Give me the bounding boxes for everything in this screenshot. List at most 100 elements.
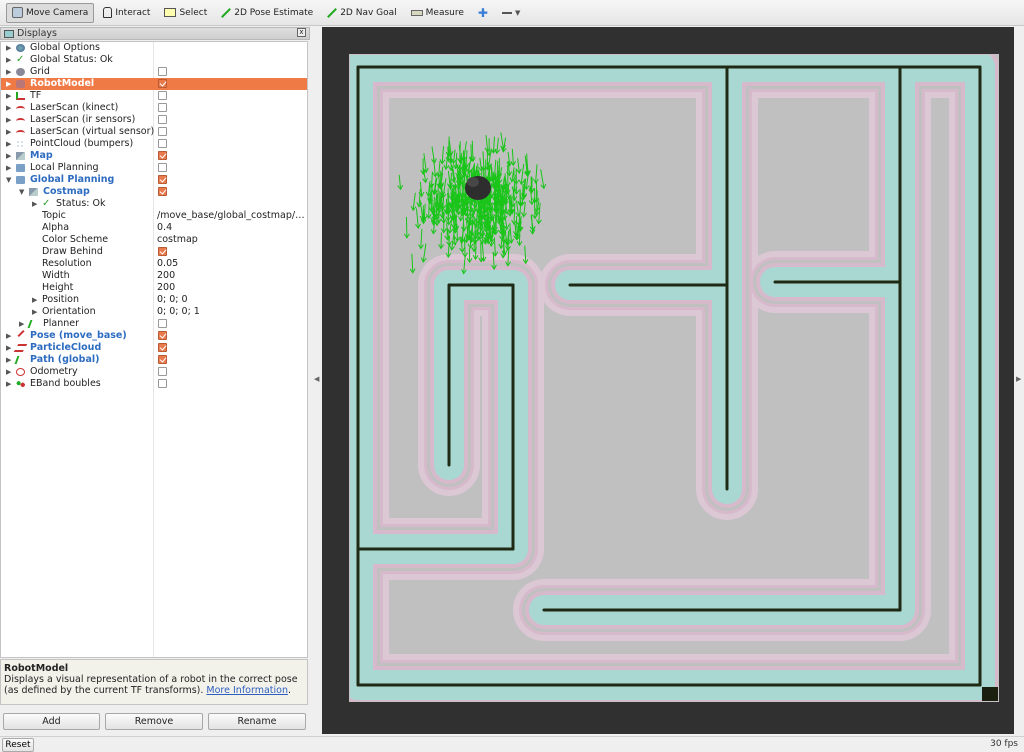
robot-model-label: RobotModel (30, 78, 95, 89)
property-position[interactable]: ▶ Position 0; 0; 0 (1, 294, 307, 306)
pointcloud-checkbox[interactable] (158, 139, 167, 148)
expand-arrow-icon[interactable]: ▶ (6, 128, 12, 136)
property-color-scheme[interactable]: Color Scheme costmap (1, 234, 307, 246)
tree-row-particle-cloud[interactable]: ▶ ParticleCloud (1, 342, 307, 354)
select-tool[interactable]: Select (159, 3, 212, 23)
tree-row-eband[interactable]: ▶ EBand boubles (1, 378, 307, 390)
expand-arrow-icon[interactable]: ▶ (6, 80, 12, 88)
collapse-arrow-icon[interactable]: ▼ (19, 188, 25, 196)
particle-arrow (403, 216, 410, 239)
rename-button[interactable]: Rename (208, 713, 306, 730)
particle-arrow (420, 158, 427, 176)
tree-row-costmap[interactable]: ▼ Costmap (1, 186, 307, 198)
expand-arrow-icon[interactable]: ▶ (6, 56, 12, 64)
expand-arrow-icon[interactable]: ▶ (6, 140, 12, 148)
tree-row-odometry[interactable]: ▶ Odometry (1, 366, 307, 378)
pose-move-base-checkbox[interactable] (158, 331, 167, 340)
expand-arrow-icon[interactable]: ▶ (6, 380, 12, 388)
planner-checkbox[interactable] (158, 319, 167, 328)
collapse-left-icon[interactable]: ◀ (314, 375, 320, 383)
path-global-checkbox[interactable] (158, 355, 167, 364)
reset-button[interactable]: Reset (2, 738, 34, 752)
eband-checkbox[interactable] (158, 379, 167, 388)
collapse-right-icon[interactable]: ▶ (1016, 375, 1022, 383)
expand-arrow-icon[interactable]: ▶ (6, 92, 12, 100)
expand-arrow-icon[interactable]: ▶ (6, 344, 12, 352)
render-viewport[interactable] (322, 27, 1014, 734)
particle-arrow (492, 237, 499, 257)
color-scheme-value[interactable]: costmap (157, 234, 198, 245)
height-value: 200 (157, 282, 176, 293)
close-icon[interactable]: x (297, 28, 306, 37)
tree-row-path-global[interactable]: ▶ Path (global) (1, 354, 307, 366)
expand-arrow-icon[interactable]: ▶ (6, 68, 12, 76)
expand-arrow-icon[interactable]: ▶ (6, 44, 12, 52)
global-planning-checkbox[interactable] (158, 175, 167, 184)
tree-row-laser-kinect[interactable]: ▶ LaserScan (kinect) (1, 102, 307, 114)
expand-arrow-icon[interactable]: ▶ (6, 152, 12, 160)
tree-row-pointcloud[interactable]: ▶ PointCloud (bumpers) (1, 138, 307, 150)
alpha-value[interactable]: 0.4 (157, 222, 173, 233)
expand-arrow-icon[interactable]: ▶ (32, 308, 38, 316)
local-planning-checkbox[interactable] (158, 163, 167, 172)
costmap-view[interactable] (322, 27, 1014, 734)
expand-arrow-icon[interactable]: ▶ (19, 320, 25, 328)
interact-tool[interactable]: Interact (98, 3, 155, 23)
odometry-checkbox[interactable] (158, 367, 167, 376)
particle-arrow (516, 204, 523, 227)
tree-row-global-options[interactable]: ▶ Global Options (1, 42, 307, 54)
expand-arrow-icon[interactable]: ▶ (32, 200, 38, 208)
remove-button[interactable]: Remove (105, 713, 203, 730)
expand-arrow-icon[interactable]: ▶ (32, 296, 38, 304)
map-checkbox[interactable] (158, 151, 167, 160)
tree-row-pose-move-base[interactable]: ▶ Pose (move_base) (1, 329, 307, 343)
tree-row-laser-ir[interactable]: ▶ LaserScan (ir sensors) (1, 114, 307, 126)
robot-model-checkbox[interactable] (158, 79, 167, 88)
tree-row-local-planning[interactable]: ▶ Local Planning (1, 162, 307, 174)
topic-value[interactable]: /move_base/global_costmap/cos... (157, 210, 307, 221)
laser-virtual-checkbox[interactable] (158, 127, 167, 136)
tree-row-grid[interactable]: ▶ Grid (1, 66, 307, 78)
nav-goal-tool[interactable]: 2D Nav Goal (322, 3, 401, 23)
tree-row-robot-model[interactable]: ▶ RobotModel (1, 78, 307, 90)
orientation-label: Orientation (42, 306, 96, 317)
tree-row-tf[interactable]: ▶ TF (1, 90, 307, 102)
tree-row-costmap-status[interactable]: ▶ ✓ Status: Ok (1, 198, 307, 210)
expand-arrow-icon[interactable]: ▶ (6, 116, 12, 124)
tree-row-planner[interactable]: ▶ Planner (1, 318, 307, 330)
tree-row-global-planning[interactable]: ▼ Global Planning (1, 174, 307, 186)
expand-arrow-icon[interactable]: ▶ (6, 164, 12, 172)
property-draw-behind[interactable]: Draw Behind (1, 246, 307, 258)
tree-row-global-status[interactable]: ▶ ✓ Global Status: Ok (1, 54, 307, 66)
pose-estimate-tool[interactable]: 2D Pose Estimate (216, 3, 318, 23)
property-alpha[interactable]: Alpha 0.4 (1, 222, 307, 234)
add-button[interactable]: Add (3, 713, 100, 730)
add-tool-button[interactable]: ✚ (473, 3, 493, 23)
particle-arrow (506, 151, 513, 167)
laser-ir-label: LaserScan (ir sensors) (30, 114, 136, 125)
folder-icon (16, 164, 25, 172)
particle-arrow (489, 204, 495, 222)
property-topic[interactable]: Topic /move_base/global_costmap/cos... (1, 210, 307, 222)
tf-checkbox[interactable] (158, 91, 167, 100)
draw-behind-checkbox[interactable] (158, 247, 167, 256)
particle-cloud-checkbox[interactable] (158, 343, 167, 352)
expand-arrow-icon[interactable]: ▶ (6, 104, 12, 112)
costmap-checkbox[interactable] (158, 187, 167, 196)
expand-arrow-icon[interactable]: ▶ (6, 356, 12, 364)
laser-kinect-checkbox[interactable] (158, 103, 167, 112)
collapse-arrow-icon[interactable]: ▼ (6, 176, 12, 184)
grid-icon (16, 68, 25, 76)
remove-tool-menu[interactable]: ▼ (497, 3, 525, 23)
particle-arrow (448, 155, 455, 172)
measure-tool[interactable]: Measure (406, 3, 469, 23)
laser-ir-checkbox[interactable] (158, 115, 167, 124)
grid-checkbox[interactable] (158, 67, 167, 76)
tree-row-laser-virtual[interactable]: ▶ LaserScan (virtual sensor) (1, 126, 307, 138)
move-camera-tool[interactable]: Move Camera (6, 2, 95, 23)
expand-arrow-icon[interactable]: ▶ (6, 368, 12, 376)
tree-row-map[interactable]: ▶ Map (1, 150, 307, 162)
expand-arrow-icon[interactable]: ▶ (6, 332, 12, 340)
more-information-link[interactable]: More Information (206, 685, 288, 696)
property-orientation[interactable]: ▶ Orientation 0; 0; 0; 1 (1, 306, 307, 318)
